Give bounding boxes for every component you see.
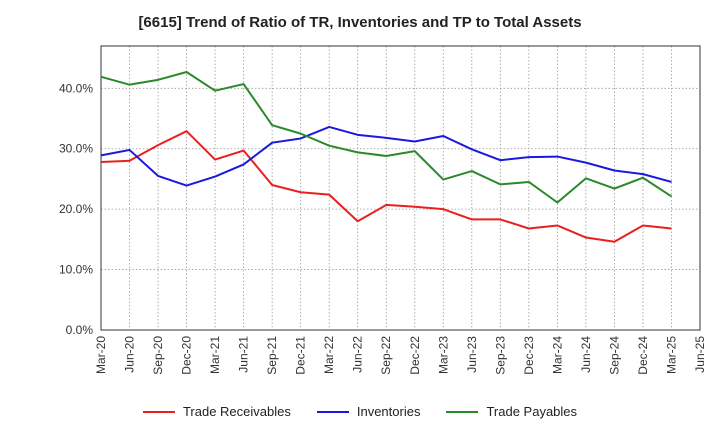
x-tick-label: Jun-25 (693, 336, 707, 373)
x-tick-label: Sep-24 (607, 336, 621, 375)
x-tick-label: Dec-21 (294, 336, 308, 375)
legend-item-trade-payables: Trade Payables (446, 404, 577, 419)
x-tick-label: Dec-20 (180, 336, 194, 375)
y-tick-label: 10.0% (59, 263, 93, 277)
chart-title: [6615] Trend of Ratio of TR, Inventories… (138, 14, 582, 31)
x-tick-label: Sep-23 (493, 336, 507, 375)
x-tick-label: Jun-23 (465, 336, 479, 373)
plot-frame (100, 45, 701, 331)
x-tick-label: Jun-22 (351, 336, 365, 373)
series-line-inventories (100, 125, 672, 187)
x-tick-label: Dec-23 (522, 336, 536, 375)
x-tick-label: Sep-20 (151, 336, 165, 375)
legend-item-inventories: Inventories (316, 404, 421, 419)
x-tick-label: Jun-21 (237, 336, 251, 373)
legend-label-trade-receivables: Trade Receivables (182, 404, 291, 419)
x-tick-label: Mar-24 (550, 336, 564, 374)
y-tick-label: 20.0% (59, 202, 93, 216)
x-tick-label: Sep-22 (379, 336, 393, 375)
legend-swatch-inventories (316, 410, 349, 413)
x-tick-label: Jun-20 (123, 336, 137, 373)
x-tick-label: Mar-25 (664, 336, 678, 374)
chart-legend: Trade Receivables Inventories Trade Paya… (0, 404, 720, 419)
x-tick-label: Jun-24 (579, 336, 593, 373)
legend-swatch-trade-receivables (142, 410, 175, 413)
legend-label-trade-payables: Trade Payables (486, 404, 578, 419)
legend-swatch-trade-payables (446, 410, 479, 413)
x-tick-label: Mar-21 (208, 336, 222, 374)
x-tick-label: Mar-22 (322, 336, 336, 374)
series-line-trade-receivables (100, 130, 672, 243)
legend-label-inventories: Inventories (356, 404, 421, 419)
y-tick-label: 0.0% (66, 323, 94, 337)
legend-item-trade-receivables: Trade Receivables (142, 404, 291, 419)
series-line-trade-payables (100, 70, 673, 204)
y-tick-label: 30.0% (59, 142, 93, 156)
x-tick-label: Dec-24 (636, 336, 650, 375)
x-tick-label: Mar-20 (94, 336, 108, 374)
y-tick-label: 40.0% (59, 81, 93, 95)
x-tick-label: Dec-22 (408, 336, 422, 375)
x-tick-label: Sep-21 (265, 336, 279, 375)
x-tick-label: Mar-23 (436, 336, 450, 374)
